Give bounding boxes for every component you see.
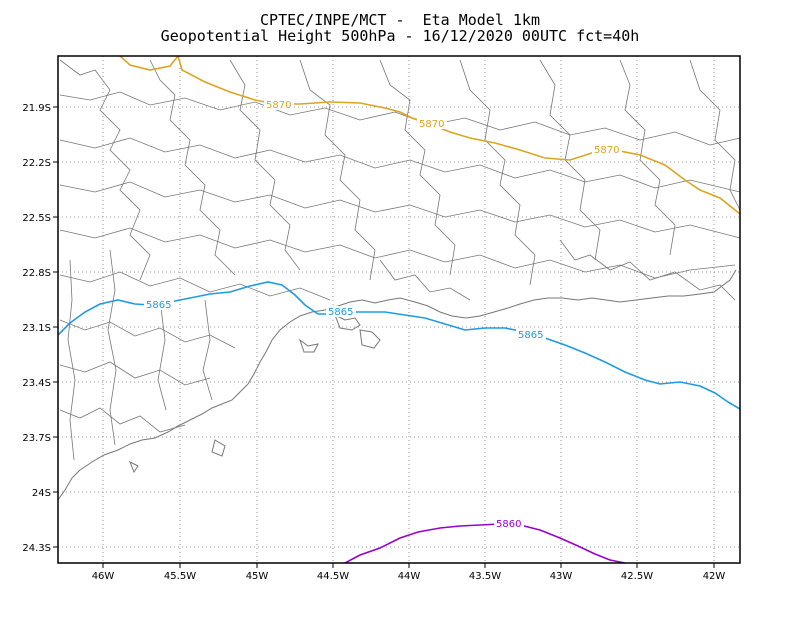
contour-label-5865-c: 5865 — [518, 330, 543, 341]
plot-frame — [57, 55, 741, 564]
contour-label-5870-b: 5870 — [419, 119, 444, 130]
contour-line-5870 — [119, 56, 740, 215]
contour-line-5860 — [344, 523, 626, 563]
lat-label: 21.9S — [22, 103, 51, 114]
lat-label: 22.2S — [22, 158, 51, 169]
lat-label: 24.3S — [22, 543, 51, 554]
lat-label: 22.5S — [22, 213, 51, 224]
lat-label: 23.7S — [22, 433, 51, 444]
contour-label-5865-b: 5865 — [328, 307, 353, 318]
chart-header: CPTEC/INPE/MCT - Eta Model 1km Geopotent… — [0, 12, 800, 44]
municipal-boundaries — [59, 59, 740, 461]
lat-label: 23.1S — [22, 323, 51, 334]
lon-label: 43.5W — [469, 571, 501, 582]
lon-label: 46W — [92, 571, 115, 582]
contour-label-5870-a: 5870 — [266, 100, 291, 111]
contour-label-5865-a: 5865 — [146, 300, 171, 311]
coastline — [58, 269, 737, 501]
lat-label: 24S — [32, 488, 51, 499]
lat-label: 22.8S — [22, 268, 51, 279]
contour-labels: 5870 5870 5870 5865 5865 5865 5860 — [144, 99, 622, 530]
lon-label: 42.5W — [621, 571, 653, 582]
lon-label: 43W — [550, 571, 573, 582]
contour-label-5870-c: 5870 — [594, 145, 619, 156]
header-title-line2: Geopotential Height 500hPa - 16/12/2020 … — [160, 27, 640, 45]
lon-label: 44.5W — [317, 571, 349, 582]
lon-label: 45.5W — [164, 571, 196, 582]
lat-label: 23.4S — [22, 378, 51, 389]
longitude-labels: 46W 45.5W 45W 44.5W 44W 43.5W 43W 42.5W … — [92, 571, 726, 582]
lon-label: 42W — [703, 571, 726, 582]
grid-lines — [58, 56, 740, 563]
latitude-labels: 21.9S 22.2S 22.5S 22.8S 23.1S 23.4S 23.7… — [22, 103, 51, 554]
header-title-line1: CPTEC/INPE/MCT - Eta Model 1km — [260, 11, 540, 29]
axis-ticks — [53, 106, 715, 568]
lon-label: 44W — [398, 571, 421, 582]
contour-label-5860: 5860 — [496, 519, 521, 530]
lon-label: 45W — [246, 571, 269, 582]
